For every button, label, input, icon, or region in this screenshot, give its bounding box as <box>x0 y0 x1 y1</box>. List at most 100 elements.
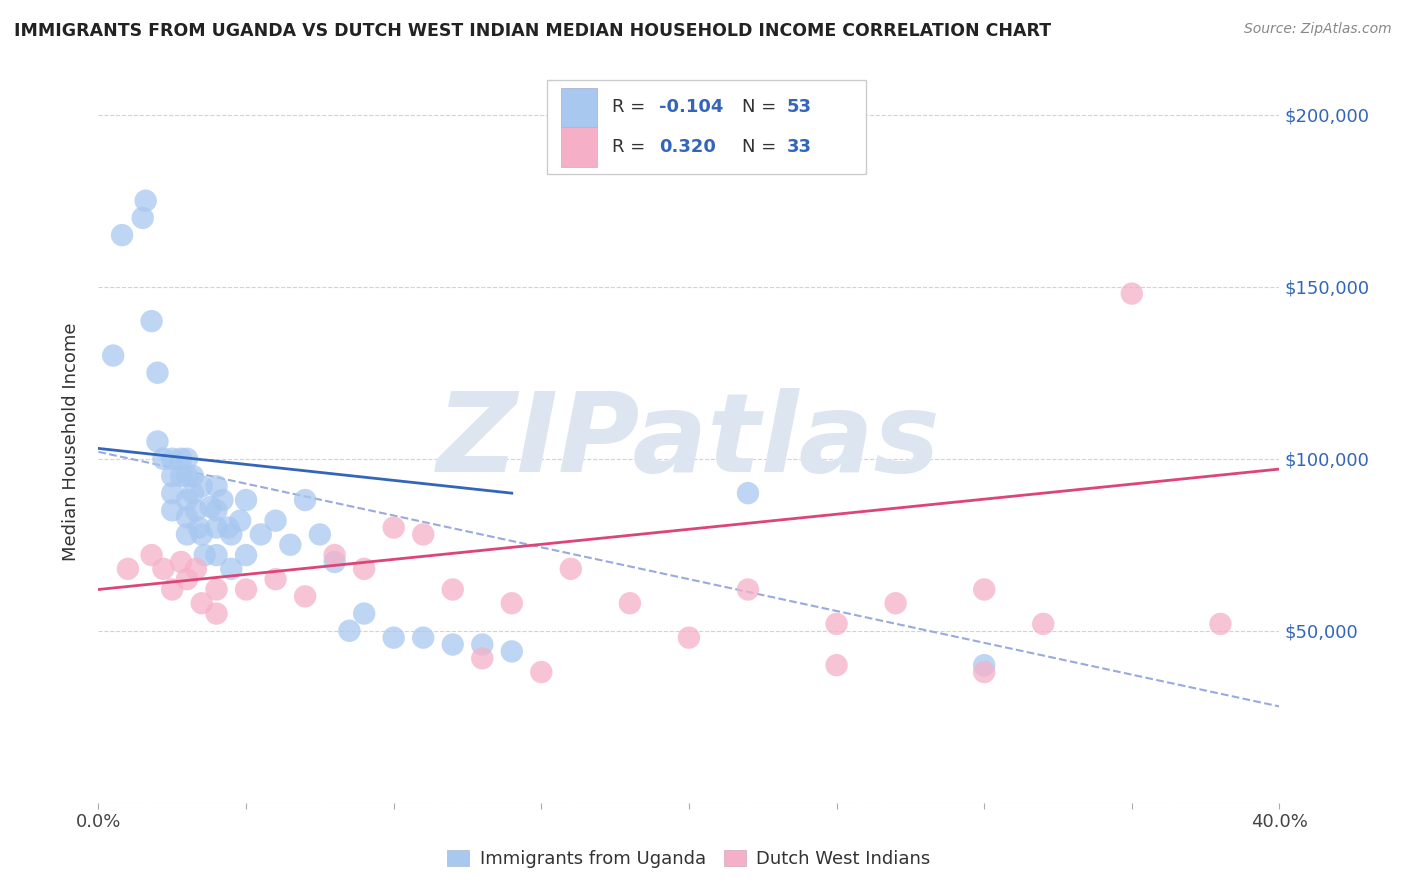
Point <box>973 658 995 673</box>
Point <box>191 527 214 541</box>
Point <box>1209 616 1232 631</box>
Point <box>135 194 157 208</box>
Point <box>678 631 700 645</box>
FancyBboxPatch shape <box>561 87 596 128</box>
FancyBboxPatch shape <box>561 128 596 167</box>
Text: Source: ZipAtlas.com: Source: ZipAtlas.com <box>1244 22 1392 37</box>
Point <box>471 638 494 652</box>
Point <box>353 607 375 621</box>
Point <box>176 527 198 541</box>
Point <box>205 582 228 597</box>
Point <box>176 510 198 524</box>
Point <box>191 479 214 493</box>
Point <box>825 616 848 631</box>
Point <box>353 562 375 576</box>
Point <box>176 469 198 483</box>
Point <box>146 366 169 380</box>
Point <box>501 596 523 610</box>
Point <box>146 434 169 449</box>
Point <box>111 228 134 243</box>
Point <box>205 520 228 534</box>
Point <box>170 555 193 569</box>
Point <box>229 514 252 528</box>
Point <box>294 493 316 508</box>
Point <box>187 520 209 534</box>
Point <box>235 548 257 562</box>
Point <box>323 548 346 562</box>
Point <box>132 211 155 225</box>
Point <box>441 638 464 652</box>
Point <box>211 493 233 508</box>
Point <box>184 503 207 517</box>
Point <box>264 514 287 528</box>
Point <box>235 582 257 597</box>
Point <box>205 548 228 562</box>
Point <box>235 493 257 508</box>
Point <box>103 349 125 363</box>
Point <box>152 451 174 466</box>
Point <box>737 582 759 597</box>
Point <box>737 486 759 500</box>
Point <box>181 486 204 500</box>
Point <box>619 596 641 610</box>
Point <box>176 451 198 466</box>
Point <box>412 527 434 541</box>
Point <box>191 596 214 610</box>
Point <box>560 562 582 576</box>
Point <box>530 665 553 679</box>
Point <box>176 572 198 586</box>
Text: 33: 33 <box>787 138 813 156</box>
Point <box>162 582 183 597</box>
Text: ZIPatlas: ZIPatlas <box>437 388 941 495</box>
Point <box>205 607 228 621</box>
Point <box>221 562 243 576</box>
Point <box>973 582 995 597</box>
Point <box>141 314 163 328</box>
Point <box>205 503 228 517</box>
Point <box>323 555 346 569</box>
Point <box>162 503 183 517</box>
Point <box>280 538 302 552</box>
Point <box>825 658 848 673</box>
Point <box>339 624 361 638</box>
FancyBboxPatch shape <box>547 80 866 174</box>
Point <box>141 548 163 562</box>
Point <box>162 486 183 500</box>
Text: R =: R = <box>612 138 651 156</box>
Point <box>382 520 405 534</box>
Legend: Immigrants from Uganda, Dutch West Indians: Immigrants from Uganda, Dutch West India… <box>439 840 939 877</box>
Text: 0.320: 0.320 <box>659 138 716 156</box>
Point <box>221 527 243 541</box>
Point <box>382 631 405 645</box>
Point <box>152 562 174 576</box>
Text: 53: 53 <box>787 98 813 116</box>
Point <box>162 469 183 483</box>
Text: R =: R = <box>612 98 651 116</box>
Point <box>184 562 207 576</box>
Text: N =: N = <box>742 98 782 116</box>
Point <box>501 644 523 658</box>
Point <box>441 582 464 597</box>
Text: -0.104: -0.104 <box>659 98 724 116</box>
Point <box>170 469 193 483</box>
Point <box>194 548 217 562</box>
Point <box>294 590 316 604</box>
Text: IMMIGRANTS FROM UGANDA VS DUTCH WEST INDIAN MEDIAN HOUSEHOLD INCOME CORRELATION : IMMIGRANTS FROM UGANDA VS DUTCH WEST IND… <box>14 22 1052 40</box>
Point <box>170 451 193 466</box>
Y-axis label: Median Household Income: Median Household Income <box>62 322 80 561</box>
Point <box>471 651 494 665</box>
Point <box>200 500 222 514</box>
Point <box>1032 616 1054 631</box>
Point <box>973 665 995 679</box>
Point <box>412 631 434 645</box>
Text: N =: N = <box>742 138 782 156</box>
Point <box>181 469 204 483</box>
Point <box>309 527 332 541</box>
Point <box>205 479 228 493</box>
Point <box>162 451 183 466</box>
Point <box>176 493 198 508</box>
Point <box>117 562 139 576</box>
Point <box>1121 286 1143 301</box>
Point <box>884 596 907 610</box>
Point <box>264 572 287 586</box>
